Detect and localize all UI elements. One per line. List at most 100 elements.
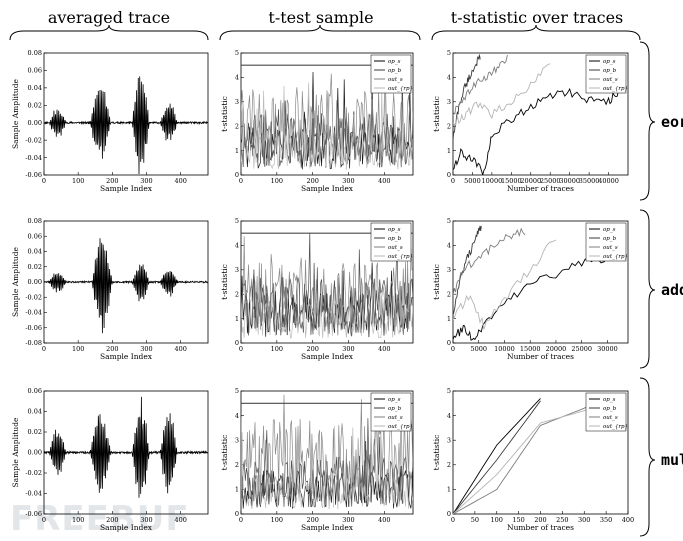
x-tick-label: 100 [271, 345, 283, 353]
y-tick-label: 4 [235, 74, 239, 82]
y-tick-label: 5 [235, 217, 239, 225]
series-line [453, 400, 607, 514]
plot-frame [452, 220, 629, 344]
y-tick-label: 0 [447, 171, 451, 179]
column-title-averaged-trace: averaged trace [48, 8, 170, 27]
y-tick-label: 0.08 [28, 217, 42, 225]
x-tick-label: 0 [42, 345, 46, 353]
plot-marks [241, 61, 413, 170]
y-tick-label: -0.06 [25, 324, 42, 332]
trace-line [44, 396, 208, 498]
y-axis-label: Sample Amplitude [11, 78, 20, 149]
y-tick-label: 0.02 [28, 263, 42, 271]
legend-label: out_s [603, 415, 618, 421]
legend: op_s op_b out_s out_{rp} [585, 54, 628, 94]
legend-label: out_{rp} [388, 254, 413, 260]
y-axis-label: Sample Amplitude [11, 246, 20, 317]
x-tick-label: 0 [451, 177, 455, 185]
x-axis-label: Sample Index [100, 523, 153, 532]
y-tick-label: 2 [447, 122, 451, 130]
x-tick-label: 40000 [598, 177, 619, 185]
y-tick-label: 5 [235, 49, 239, 57]
x-tick-label: 300 [140, 516, 152, 524]
y-tick-label: -0.06 [25, 171, 42, 179]
chart-eor-avg: 0.08 0.06 0.04 0.02 0.00 -0.02 -0.04 -0.060 100 2… [11, 49, 209, 193]
y-tick-label: 1 [235, 147, 239, 155]
plot-frame [452, 52, 629, 176]
y-tick-label: 0.04 [28, 408, 42, 416]
y-tick-label: -0.08 [25, 339, 42, 347]
chart-mul-avg: 0.06 0.04 0.02 0.00 -0.02 -0.04 -0.060 100 200 30… [11, 387, 209, 532]
y-tick-label: 1 [235, 315, 239, 323]
x-tick-label: 5000 [464, 177, 481, 185]
column-title-t-test-sample: t-test sample [268, 8, 373, 27]
y-tick-label: 0.00 [28, 449, 42, 457]
y-tick-label: 0.06 [28, 387, 42, 395]
x-tick-label: 400 [174, 345, 186, 353]
series-line [453, 53, 481, 141]
y-tick-label: 5 [235, 387, 239, 395]
x-tick-label: 200 [106, 345, 118, 353]
series-line [241, 425, 413, 510]
y-tick-label: 0.02 [28, 101, 42, 109]
y-tick-label: 0 [235, 510, 239, 518]
column-brace-3 [431, 24, 641, 41]
y-tick-label: 2 [447, 290, 451, 298]
row-brace-mul [639, 377, 656, 537]
y-tick-label: 0.06 [28, 232, 42, 240]
y-tick-label: 2 [235, 290, 239, 298]
y-tick-label: -0.02 [25, 136, 42, 144]
series-line [241, 236, 413, 334]
y-tick-label: -0.04 [25, 309, 42, 317]
chart-add-tstat: 5 4 3 2 1 00 5000 10000 15000 20000 25000 30000 Numb… [432, 217, 629, 361]
plot-marks [44, 238, 208, 334]
y-tick-label: 1 [447, 486, 451, 494]
legend: op_s op_b out_s out_{rp} [370, 222, 413, 262]
y-tick-label: 1 [447, 315, 451, 323]
y-tick-label: -0.04 [25, 154, 42, 162]
x-tick-label: 200 [534, 516, 546, 524]
x-tick-label: 100 [72, 516, 84, 524]
x-tick-label: 35000 [579, 177, 600, 185]
y-tick-label: 5 [447, 387, 451, 395]
y-tick-label: 3 [235, 436, 239, 444]
x-tick-label: 10000 [482, 177, 503, 185]
series-line [453, 227, 526, 296]
x-tick-label: 10000 [494, 345, 515, 353]
x-tick-label: 0 [239, 177, 243, 185]
x-tick-label: 25000 [571, 345, 592, 353]
series-line [453, 400, 541, 514]
x-tick-label: 200 [306, 177, 318, 185]
y-tick-label: 4 [447, 242, 451, 250]
x-axis-label: Sample Index [301, 352, 354, 361]
plot-marks [241, 394, 413, 510]
x-tick-label: 100 [271, 177, 283, 185]
x-axis-label: Number of traces [507, 352, 574, 361]
y-axis-label: t-statistic [432, 435, 441, 471]
trace-line [44, 76, 208, 175]
x-tick-label: 100 [72, 177, 84, 185]
series-line [453, 395, 607, 514]
series-line [453, 63, 551, 125]
y-tick-label: 3 [447, 436, 451, 444]
legend-label: out_s [388, 245, 403, 251]
row-label-add: add [661, 281, 683, 299]
y-tick-label: -0.04 [25, 490, 42, 498]
y-axis-label: t-statistic [220, 264, 229, 300]
x-tick-label: 100 [491, 516, 503, 524]
legend-label: op_b [603, 406, 617, 412]
legend-label: op_b [603, 236, 617, 242]
x-axis-label: Sample Index [100, 352, 153, 361]
legend-label: out_s [388, 77, 403, 83]
legend-label: out_{rp} [388, 424, 413, 430]
y-tick-label: 4 [235, 412, 239, 420]
x-tick-label: 400 [378, 345, 390, 353]
x-tick-label: 0 [451, 345, 455, 353]
x-tick-label: 350 [600, 516, 612, 524]
plot-frame [240, 220, 414, 344]
